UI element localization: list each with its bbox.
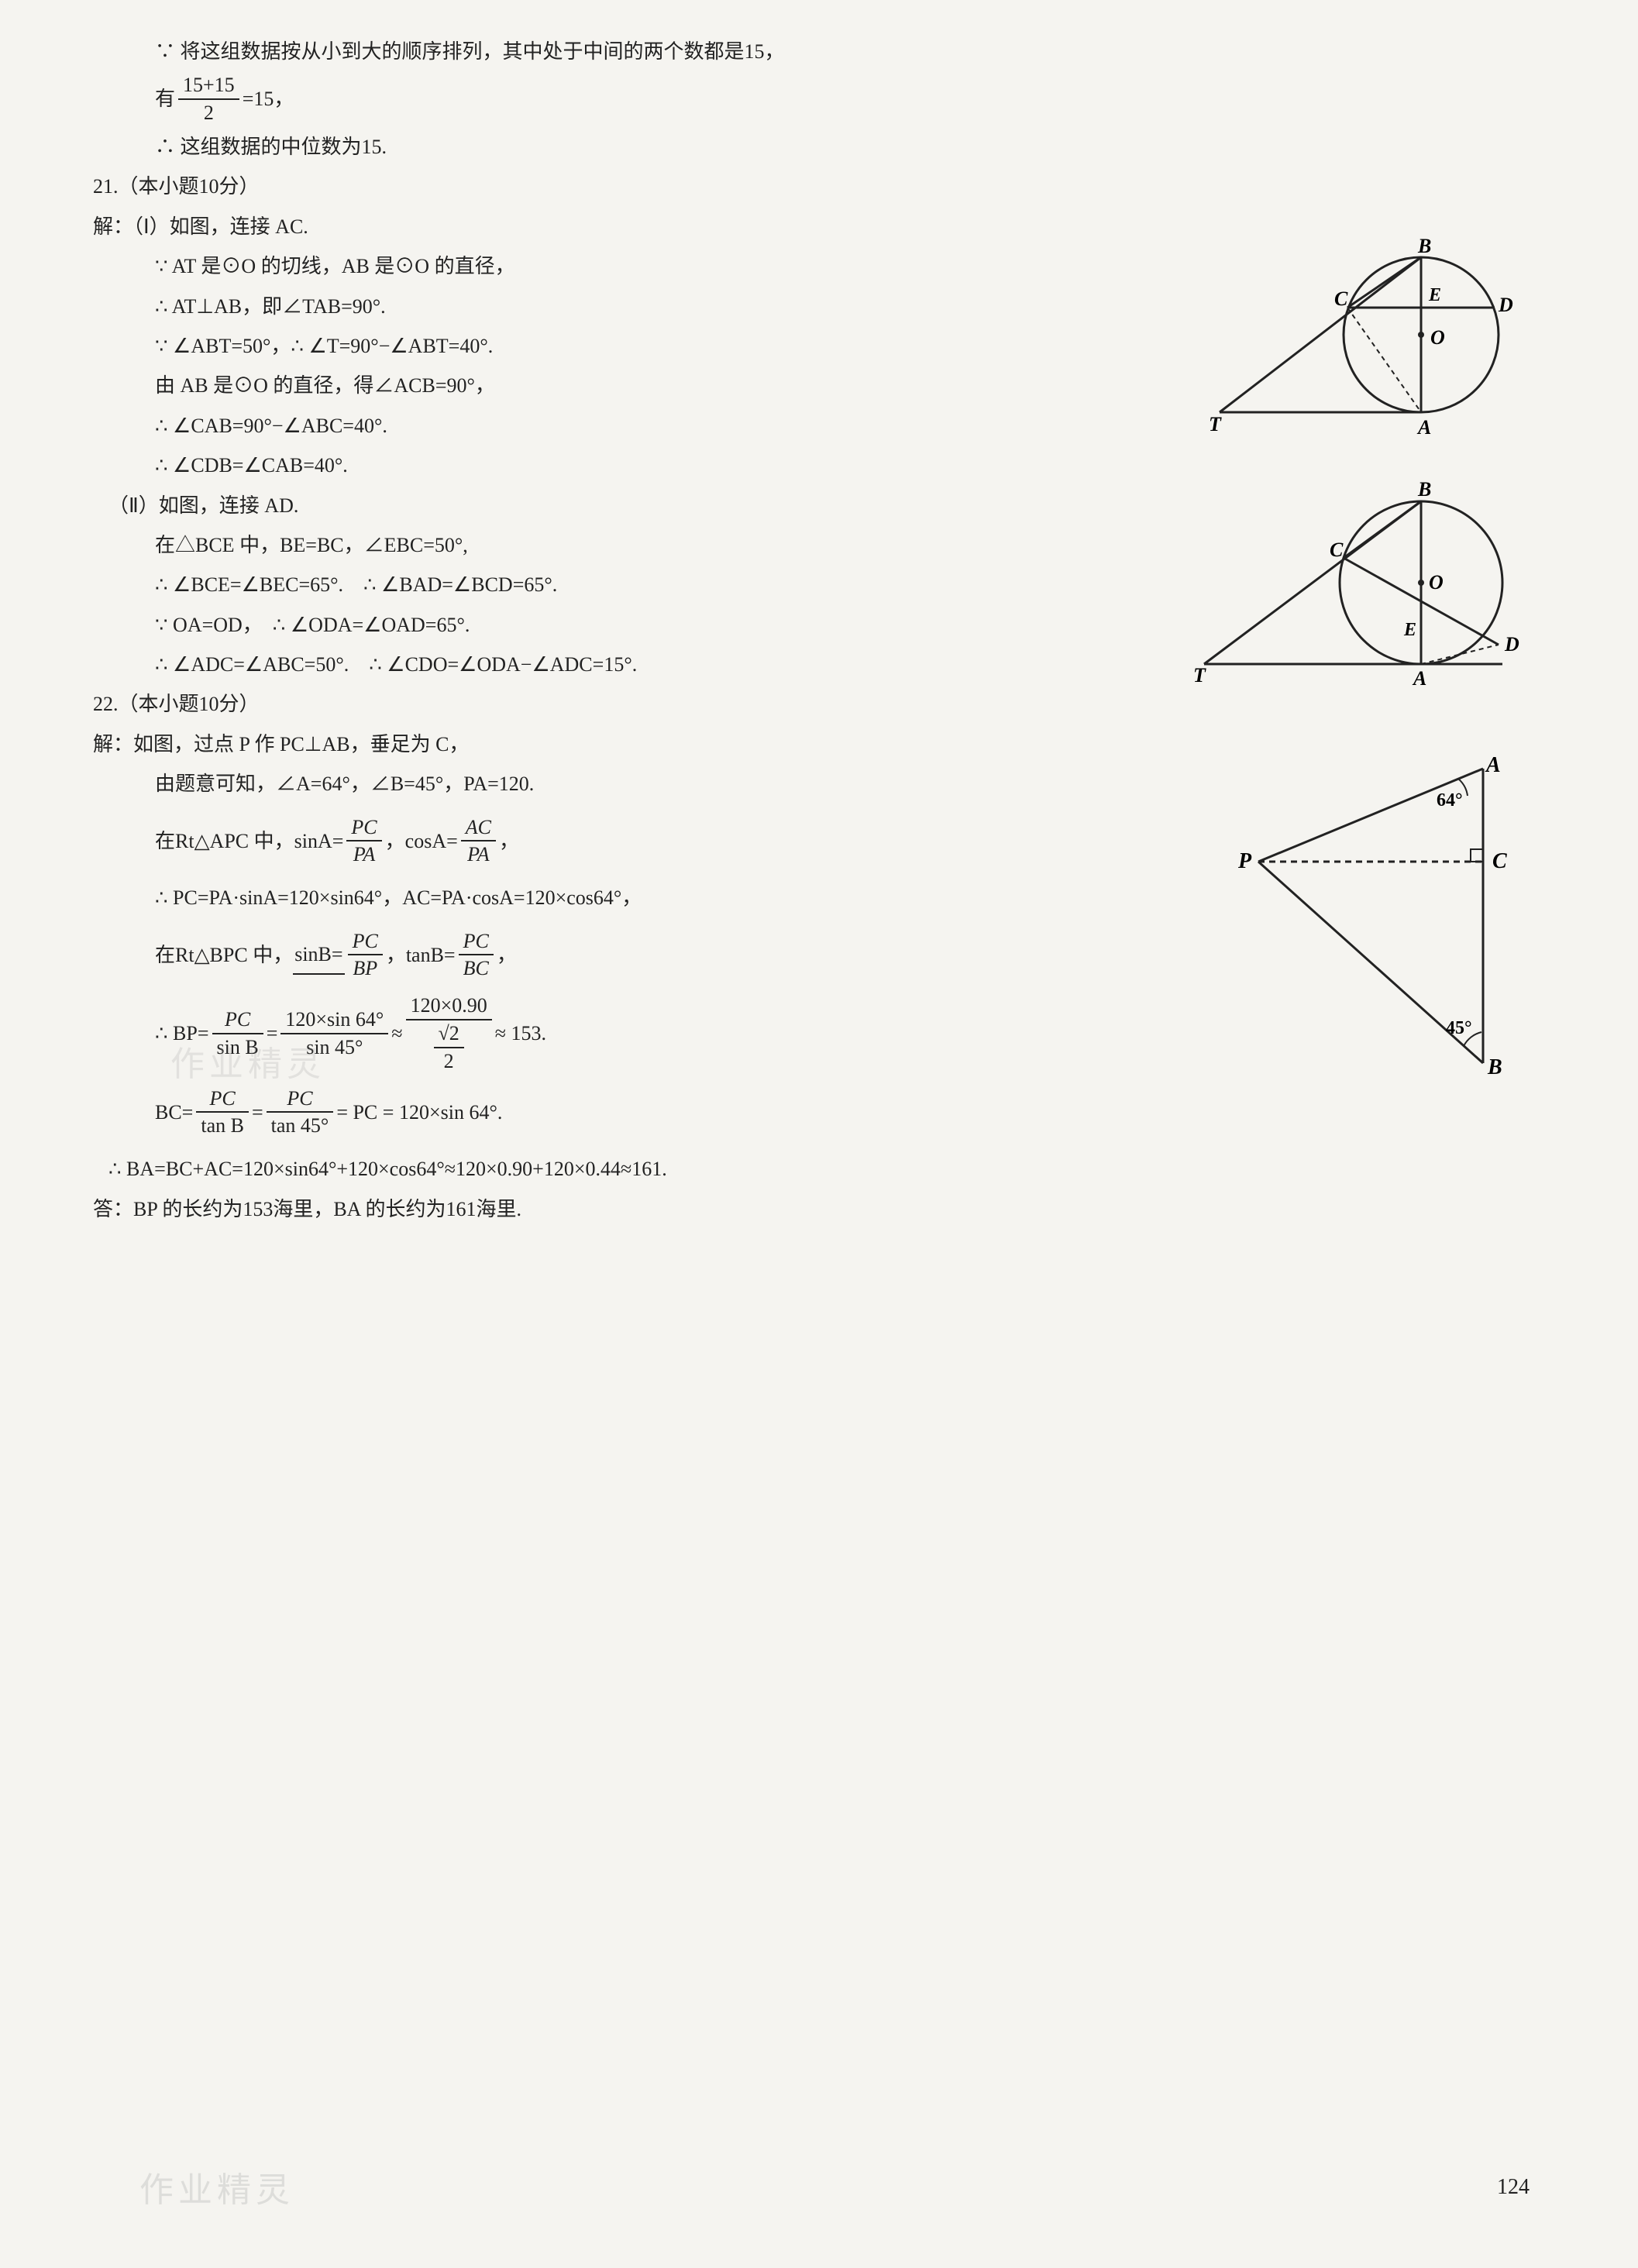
text-fragment: ≈ (391, 1014, 402, 1052)
text-fragment: 在Rt△BPC 中， (155, 936, 293, 974)
answer-line: 答：BP 的长约为153海里，BA 的长约为161海里. (46, 1190, 1592, 1228)
text-line: ∴ 这组数据的中位数为15. (46, 128, 1592, 166)
numerator: √2 (434, 1020, 464, 1048)
text-fragment: ， (497, 936, 517, 974)
geometry-figure-1: B C D E O A T (1204, 234, 1545, 463)
fraction: PC PA (346, 814, 381, 869)
denominator: tan 45° (267, 1113, 334, 1139)
text-line: ∵ 将这组数据按从小到大的顺序排列，其中处于中间的两个数都是15， (46, 33, 1592, 71)
watermark-text: 作业精灵 (170, 1032, 325, 1097)
label-d: D (1498, 294, 1513, 316)
label-c: C (1492, 849, 1507, 873)
denominator: PA (461, 841, 496, 868)
page-content: ∵ 将这组数据按从小到大的顺序排列，其中处于中间的两个数都是15， 有 15+1… (46, 33, 1592, 2239)
geometry-figure-3: A B C P 64° 45° (1212, 745, 1545, 1099)
denominator-nested: √2 2 (406, 1020, 492, 1075)
label-e: E (1428, 285, 1441, 305)
label-a: A (1416, 416, 1431, 439)
text-line-frac: 有 15+15 2 =15， (46, 72, 1592, 126)
fraction: 15+15 2 (178, 72, 239, 126)
label-b: B (1417, 478, 1431, 501)
angle-label-45: 45° (1446, 1018, 1472, 1038)
label-b: B (1417, 235, 1431, 257)
underlined-text: sinB= (293, 935, 344, 975)
label-b: B (1487, 1055, 1502, 1079)
label-c: C (1330, 539, 1344, 561)
label-d: D (1504, 633, 1519, 656)
label-t: T (1209, 413, 1222, 435)
text-fragment: ≈ 153. (495, 1014, 546, 1052)
text-fragment: 在Rt△APC 中，sinA= (155, 822, 343, 860)
numerator: 15+15 (178, 72, 239, 100)
numerator: PC (346, 814, 381, 842)
numerator: PC (459, 928, 494, 956)
denominator: BC (459, 955, 494, 982)
fraction: √2 2 (434, 1020, 464, 1075)
fraction: 120×0.90 √2 2 (406, 993, 492, 1074)
label-a: A (1485, 753, 1501, 777)
text-fragment: ，tanB= (386, 936, 456, 974)
numerator: PC (212, 1007, 263, 1034)
text-fragment: =15， (243, 80, 294, 118)
fraction: AC PA (461, 814, 496, 869)
circle-diagram-icon: B C D E O A T (1189, 474, 1553, 707)
numerator: 120×sin 64° (280, 1007, 388, 1034)
numerator: AC (461, 814, 496, 842)
watermark-text: 作业精灵 (139, 2158, 294, 2223)
text-fragment: = (252, 1093, 263, 1131)
angle-label-64: 64° (1437, 790, 1463, 810)
label-o: O (1429, 571, 1444, 594)
label-c: C (1334, 287, 1348, 310)
numerator: 120×0.90 (406, 993, 492, 1020)
geometry-figure-2: B C D E O A T (1189, 474, 1553, 719)
text-fragment: BC= (155, 1093, 193, 1131)
denominator: 2 (434, 1048, 464, 1075)
circle-diagram-icon: B C D E O A T (1204, 234, 1545, 451)
numerator: PC (348, 928, 383, 956)
question-number: 21.（本小题10分） (46, 167, 1592, 205)
denominator: 2 (178, 100, 239, 126)
page-number: 124 (1497, 2166, 1530, 2208)
text-line: ∴ BA=BC+AC=120×sin64°+120×cos64°≈120×0.9… (46, 1150, 1592, 1188)
text-fragment: ， (499, 822, 519, 860)
denominator: tan B (196, 1113, 249, 1139)
denominator: BP (348, 955, 383, 982)
fraction: PC BC (459, 928, 494, 983)
label-o: O (1430, 326, 1445, 349)
denominator: PA (346, 841, 381, 868)
fraction: PC BP (348, 928, 383, 983)
label-e: E (1403, 620, 1416, 640)
text-fragment: 有 (155, 80, 175, 118)
label-t: T (1193, 664, 1206, 687)
text-fragment: = PC = 120×sin 64°. (336, 1093, 502, 1131)
text-fragment: ，cosA= (385, 822, 458, 860)
label-p: P (1237, 849, 1252, 873)
triangle-diagram-icon: A B C P 64° 45° (1212, 745, 1545, 1086)
label-a: A (1412, 667, 1426, 690)
